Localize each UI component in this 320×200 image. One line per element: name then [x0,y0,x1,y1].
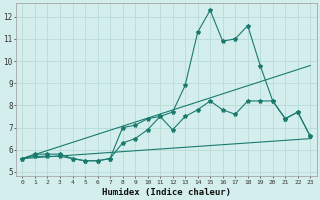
X-axis label: Humidex (Indice chaleur): Humidex (Indice chaleur) [102,188,231,197]
